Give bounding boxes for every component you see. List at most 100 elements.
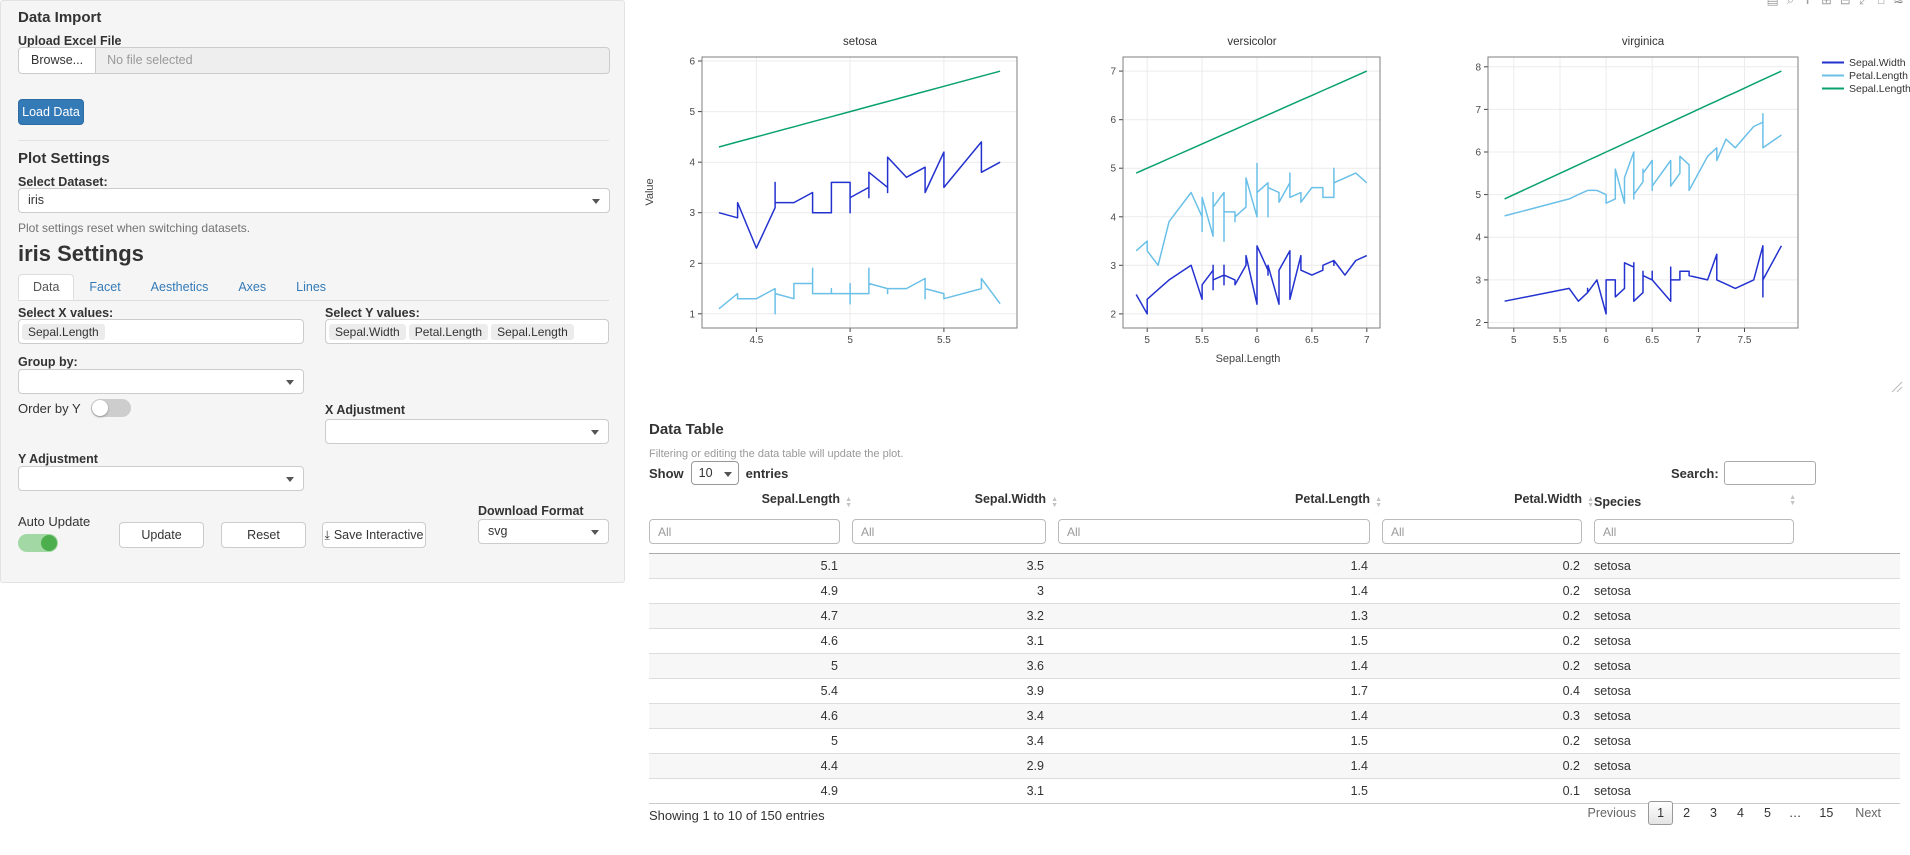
table-cell[interactable]: 2.9	[1026, 759, 1044, 773]
camera-icon[interactable]: ▤	[1767, 0, 1779, 7]
table-row[interactable]: 5.4 3.9 1.7 0.4 setosa	[649, 678, 1900, 704]
x-adjustment-select[interactable]	[325, 419, 609, 444]
table-cell[interactable]: 5	[831, 659, 838, 673]
autoscale-icon[interactable]: ⤢	[1859, 0, 1869, 7]
selected-x-tag[interactable]: Sepal.Length	[22, 323, 105, 340]
table-row[interactable]: 4.6 3.1 1.5 0.2 setosa	[649, 628, 1900, 654]
pagination-page-4[interactable]: 4	[1736, 806, 1744, 820]
table-cell[interactable]: 1.5	[1350, 734, 1368, 748]
table-cell[interactable]: 4.9	[820, 584, 838, 598]
filter-input-petal.length[interactable]	[1058, 519, 1370, 544]
legend-label[interactable]: Sepal.Width	[1849, 57, 1906, 69]
table-cell[interactable]: setosa	[1594, 659, 1631, 673]
selected-y-tag[interactable]: Sepal.Width	[329, 323, 406, 340]
table-cell[interactable]: 1.5	[1350, 784, 1368, 798]
table-cell[interactable]: 1.4	[1350, 559, 1368, 573]
selected-y-tag[interactable]: Petal.Length	[408, 323, 489, 340]
pagination-page-3[interactable]: 3	[1710, 806, 1717, 820]
table-cell[interactable]: 1.5	[1350, 634, 1368, 648]
zoom-icon[interactable]: ⌕	[1787, 0, 1794, 7]
column-header-sepal.length[interactable]: Sepal.Length ▲ ▼	[649, 489, 852, 515]
zoom-out-icon[interactable]: ⊟	[1840, 0, 1851, 7]
plotly-logo-icon[interactable]: ≋	[1893, 0, 1904, 7]
table-cell[interactable]: 3	[1037, 584, 1044, 598]
dataset-select[interactable]: iris	[18, 188, 610, 213]
reset-button[interactable]: Reset	[221, 522, 306, 548]
table-cell[interactable]: setosa	[1594, 634, 1631, 648]
load-data-button[interactable]: Load Data	[18, 99, 84, 125]
table-cell[interactable]: setosa	[1594, 609, 1631, 623]
table-cell[interactable]: 0.2	[1562, 634, 1580, 648]
table-cell[interactable]: 5	[831, 734, 838, 748]
table-cell[interactable]: 0.2	[1562, 759, 1580, 773]
table-cell[interactable]: 4.4	[820, 759, 838, 773]
table-cell[interactable]: 3.4	[1026, 734, 1044, 748]
tab-facet[interactable]: Facet	[89, 280, 121, 294]
pan-icon[interactable]: ✛	[1802, 0, 1813, 7]
sort-icon[interactable]: ▲ ▼	[1375, 496, 1382, 509]
select-x-input[interactable]: Sepal.Length	[18, 319, 304, 344]
tab-lines[interactable]: Lines	[296, 280, 327, 294]
table-cell[interactable]: 4.9	[820, 784, 838, 798]
table-cell[interactable]: 3.1	[1026, 784, 1044, 798]
table-cell[interactable]: 0.2	[1562, 659, 1580, 673]
pagination-page-5[interactable]: 5	[1763, 806, 1771, 820]
save-interactive-button[interactable]: ⤓ Save Interactive	[322, 522, 426, 548]
table-row[interactable]: 5 3.6 1.4 0.2 setosa	[649, 653, 1900, 679]
table-cell[interactable]: 4.7	[820, 609, 838, 623]
page-length-select[interactable]: 10	[690, 461, 739, 485]
filter-input-sepal.length[interactable]	[649, 519, 840, 544]
y-adjustment-select[interactable]	[18, 466, 304, 491]
filter-input-petal.width[interactable]	[1382, 519, 1582, 544]
table-cell[interactable]: 5.4	[820, 684, 838, 698]
browse-button[interactable]: Browse...	[18, 47, 97, 74]
table-cell[interactable]: 4.6	[820, 634, 838, 648]
selected-y-tag[interactable]: Sepal.Length	[491, 323, 574, 340]
legend-label[interactable]: Sepal.Length	[1849, 83, 1910, 95]
table-cell[interactable]: 0.2	[1562, 734, 1580, 748]
table-cell[interactable]: 0.2	[1562, 584, 1580, 598]
sort-icon[interactable]: ▲ ▼	[1789, 494, 1796, 507]
table-row[interactable]: 5 3.4 1.5 0.2 setosa	[649, 728, 1900, 754]
pagination-page-2[interactable]: 2	[1683, 806, 1691, 820]
order-by-y-toggle[interactable]	[90, 399, 131, 417]
auto-update-toggle[interactable]	[18, 534, 58, 552]
table-cell[interactable]: setosa	[1594, 709, 1631, 723]
table-row[interactable]: 4.9 3.1 1.5 0.1 setosa	[649, 778, 1900, 804]
table-cell[interactable]: 1.4	[1350, 659, 1368, 673]
table-cell[interactable]: 1.3	[1350, 609, 1368, 623]
tab-data[interactable]: Data	[18, 274, 75, 300]
search-input[interactable]	[1723, 461, 1816, 485]
tab-axes[interactable]: Axes	[238, 280, 267, 294]
legend-label[interactable]: Petal.Length	[1849, 70, 1908, 82]
pagination-page-15[interactable]: 15	[1819, 806, 1834, 820]
pagination-previous[interactable]: Previous	[1587, 806, 1637, 820]
tab-aesthetics[interactable]: Aesthetics	[150, 280, 209, 294]
table-cell[interactable]: 3.5	[1026, 559, 1044, 573]
table-cell[interactable]: setosa	[1594, 684, 1631, 698]
table-row[interactable]: 4.4 2.9 1.4 0.2 setosa	[649, 753, 1900, 779]
column-header-petal.width[interactable]: Petal.Width ▲ ▼	[1382, 489, 1594, 515]
filter-input-sepal.width[interactable]	[852, 519, 1046, 544]
table-row[interactable]: 4.6 3.4 1.4 0.3 setosa	[649, 703, 1900, 729]
table-cell[interactable]: 0.2	[1562, 559, 1580, 573]
table-cell[interactable]: 0.1	[1562, 784, 1580, 798]
column-header-sepal.width[interactable]: Sepal.Width ▲ ▼	[852, 489, 1058, 515]
table-cell[interactable]: setosa	[1594, 584, 1631, 598]
table-cell[interactable]: 3.2	[1026, 609, 1044, 623]
column-header-petal.length[interactable]: Petal.Length ▲ ▼	[1058, 489, 1382, 515]
table-cell[interactable]: 3.6	[1026, 659, 1044, 673]
reset-axes-icon[interactable]: ⌂	[1877, 0, 1885, 7]
select-y-input[interactable]: Sepal.Width Petal.Length Sepal.Length	[325, 319, 609, 344]
resize-handle[interactable]	[1896, 386, 1903, 393]
table-cell[interactable]: 3.9	[1026, 684, 1044, 698]
column-header-species[interactable]: Species ▲ ▼	[1594, 489, 1900, 515]
pagination-next[interactable]: Next	[1855, 806, 1881, 820]
table-cell[interactable]: 1.7	[1350, 684, 1368, 698]
table-cell[interactable]: setosa	[1594, 759, 1631, 773]
table-cell[interactable]: 1.4	[1350, 759, 1368, 773]
zoom-in-icon[interactable]: ⊞	[1821, 0, 1832, 7]
download-format-select[interactable]: svg	[478, 519, 609, 544]
table-cell[interactable]: 3.1	[1026, 634, 1044, 648]
table-cell[interactable]: 5.1	[820, 559, 838, 573]
